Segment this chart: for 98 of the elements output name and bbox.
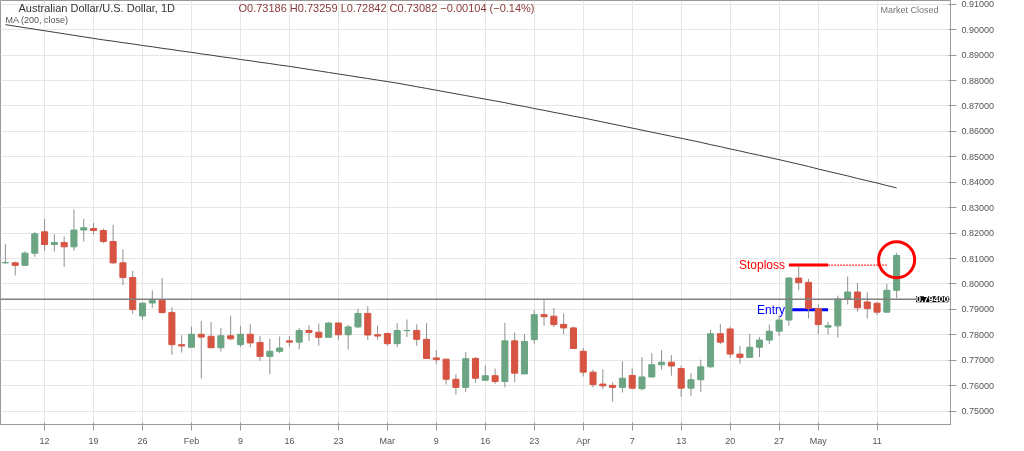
line-series [4, 24, 898, 189]
candlestick [471, 356, 480, 384]
candlestick [31, 231, 39, 258]
candlestick [775, 315, 783, 337]
candlestick [452, 373, 460, 396]
x-tick-label: 9 [237, 435, 243, 446]
candlestick [60, 235, 68, 268]
candlestick [599, 368, 607, 390]
candlestick [628, 367, 636, 390]
y-tick-label: 0.75000 [961, 406, 995, 417]
candlestick [295, 327, 303, 350]
y-tick-label: 0.84000 [961, 177, 995, 188]
y-tick-label: 0.81000 [961, 253, 995, 264]
x-tick-label: 23 [333, 435, 344, 446]
candlestick [765, 324, 773, 345]
y-tick-label: 0.85000 [961, 151, 995, 162]
candlestick [824, 321, 832, 335]
series-label: Entry [756, 302, 785, 317]
x-tick-label: 26 [137, 435, 148, 446]
y-tick-label: 0.91000 [961, 0, 995, 10]
candlestick [266, 338, 274, 375]
x-tick-label: 19 [88, 435, 99, 446]
ref-line-label: 0.79400 [915, 294, 949, 305]
candlestick [413, 323, 421, 347]
x-tick-label: Mar [379, 435, 396, 446]
y-tick-label: 0.80000 [961, 278, 995, 289]
x-tick-label: 23 [529, 435, 540, 446]
y-tick-label: 0.78000 [961, 329, 995, 340]
candlestick [315, 323, 323, 347]
candlestick [863, 291, 871, 319]
x-tick-label: 16 [284, 435, 295, 446]
candlestick [393, 322, 401, 348]
y-tick-label: 0.90000 [961, 24, 995, 35]
x-tick-label: 20 [725, 435, 736, 446]
candlestick [80, 218, 88, 242]
candlestick [305, 324, 313, 342]
candlestick [677, 365, 685, 398]
x-tick-label: 7 [629, 435, 635, 446]
candlestick [540, 299, 548, 327]
candlestick [883, 283, 891, 313]
x-tick-label: 13 [676, 435, 687, 446]
candlestick [246, 323, 254, 348]
y-tick-label: 0.77000 [961, 355, 995, 366]
y-tick-label: 0.82000 [961, 228, 995, 239]
candlestick [755, 336, 764, 358]
candlestick [403, 319, 411, 338]
chart-subtitle: O0.73186 H0.73259 L0.72842 C0.73082 −0.00104 (−0.14%) [238, 1, 535, 14]
series-label: Stoploss [738, 258, 785, 273]
x-tick-label: 9 [433, 435, 439, 446]
candlestick [814, 304, 822, 335]
candlestick [609, 381, 617, 403]
candlestick [638, 356, 646, 391]
candlestick [119, 248, 127, 286]
candlestick [41, 218, 49, 252]
x-tick-label: Feb [183, 435, 200, 446]
candlestick [716, 323, 724, 345]
chart-title: Australian Dollar/U.S. Dollar, 1D [18, 1, 176, 14]
x-tick-label: 16 [480, 435, 491, 446]
y-tick-label: 0.87000 [961, 100, 995, 111]
candlestick [579, 347, 587, 377]
candlestick [491, 368, 499, 385]
candlestick [256, 335, 264, 362]
candlestick [364, 305, 372, 341]
candlestick [687, 372, 695, 397]
candlestick [187, 326, 196, 348]
x-tick-label: 12 [39, 435, 50, 446]
x-tick-label: Apr [576, 435, 591, 446]
candlestick [795, 265, 803, 291]
y-tick-label: 0.89000 [961, 50, 995, 61]
x-tick-label: 11 [872, 435, 882, 446]
x-tick-label: May [809, 435, 828, 446]
candlestick [422, 322, 431, 359]
candlestick [70, 208, 78, 252]
candlestick [560, 312, 568, 335]
candlestick [158, 277, 166, 314]
y-tick-label: 0.79000 [961, 304, 995, 315]
x-tick-label: 27 [774, 435, 785, 446]
candlestick [207, 321, 215, 349]
series-label: MA (200, close) [5, 14, 69, 25]
y-tick-label: 0.83000 [961, 202, 995, 213]
y-tick-label: 0.76000 [961, 380, 995, 391]
candlestick [227, 315, 235, 341]
candlestick [667, 354, 675, 377]
candlestick [236, 325, 244, 348]
candlestick [550, 307, 558, 328]
candlestick [217, 327, 225, 353]
y-tick-label: 0.88000 [961, 75, 995, 86]
candlestick [746, 333, 754, 358]
candlestick [648, 352, 656, 379]
candlestick [109, 224, 117, 265]
y-tick-label: 0.86000 [961, 126, 995, 137]
candlestick [618, 360, 626, 393]
candlestick [736, 345, 744, 365]
candlestick [697, 359, 705, 393]
candlestick [442, 358, 450, 386]
candlestick [344, 324, 352, 351]
candlestick [197, 320, 205, 379]
annotation: Market Closed [880, 4, 939, 15]
